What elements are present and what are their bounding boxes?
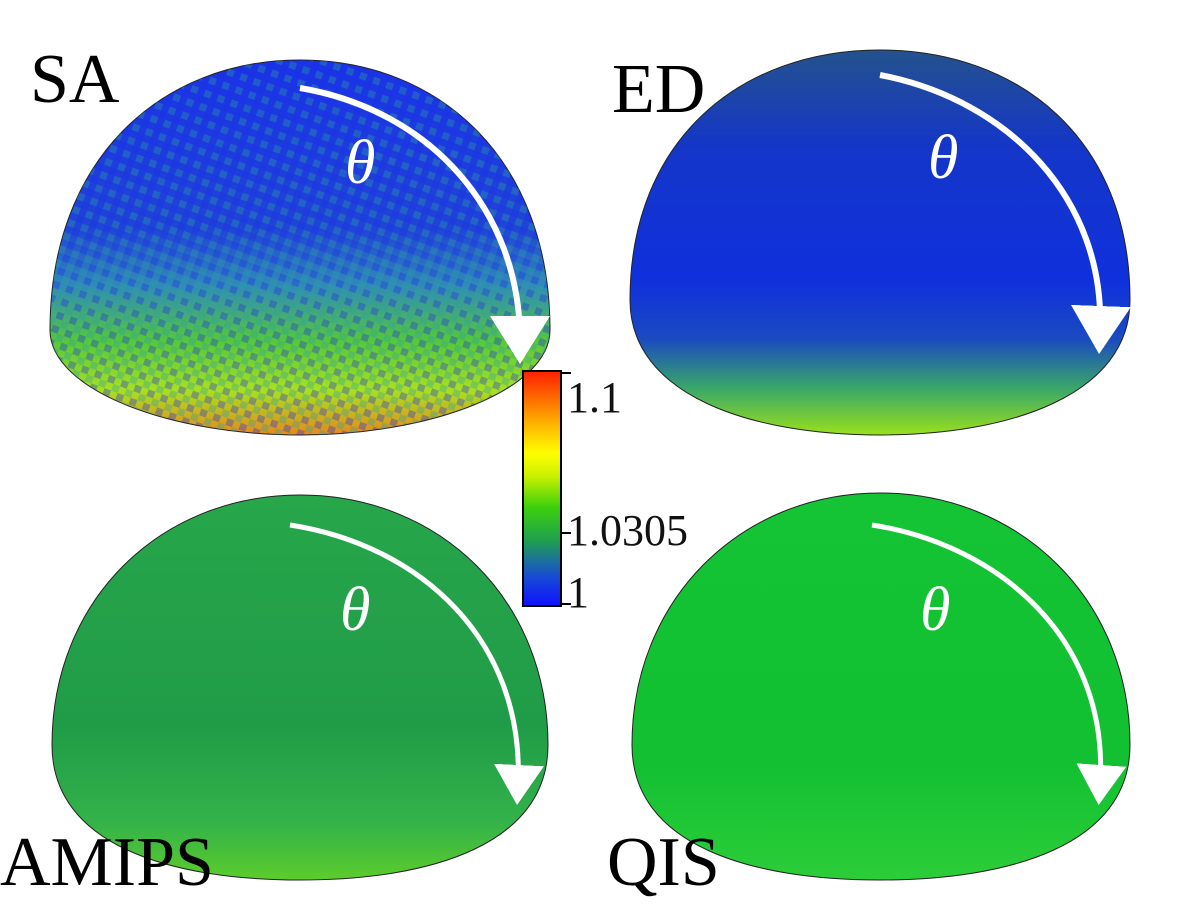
theta-symbol: θ	[345, 129, 375, 197]
theta-symbol: θ	[920, 576, 950, 644]
colorbar-min-label: 1	[567, 568, 589, 617]
panel-label-sa: SA	[30, 41, 120, 118]
panel-ed: θ ED	[612, 49, 1131, 436]
panel-sa: θ SA	[30, 41, 551, 436]
colorbar: 1.1 1.0305 1	[522, 370, 688, 617]
theta-symbol: θ	[340, 576, 370, 644]
colorbar-mid-label: 1.0305	[567, 506, 688, 555]
colorbar-gradient	[522, 370, 562, 607]
dome-ed	[629, 49, 1131, 436]
panel-qis: θ QIS	[607, 492, 1131, 901]
theta-arrow	[871, 522, 1127, 805]
dome-amips	[51, 494, 549, 881]
theta-symbol: θ	[928, 124, 958, 192]
panel-amips: θ AMIPS	[0, 494, 549, 901]
theta-arrow	[299, 85, 550, 364]
panel-label-qis: QIS	[607, 824, 720, 901]
panel-label-amips: AMIPS	[0, 824, 214, 901]
theta-arrow	[879, 72, 1131, 354]
dome-qis	[631, 492, 1131, 881]
colorbar-max-label: 1.1	[567, 373, 622, 422]
panel-label-ed: ED	[612, 51, 705, 128]
theta-arrow	[289, 522, 544, 805]
